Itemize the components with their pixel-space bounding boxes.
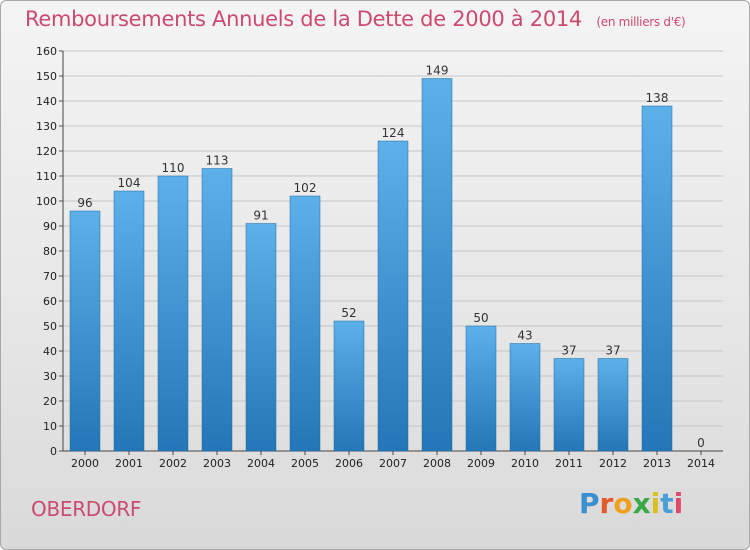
y-tick-label: 120: [36, 145, 57, 158]
data-label-2008: 149: [426, 64, 449, 78]
y-tick-label: 10: [43, 420, 57, 433]
bar-2010[interactable]: [509, 343, 541, 452]
x-tick-label-2014: 2014: [687, 457, 715, 470]
data-label-2010: 43: [517, 329, 532, 343]
x-tick-label-2007: 2007: [379, 457, 407, 470]
logo-letter: o: [613, 487, 633, 520]
data-label-2005: 102: [294, 181, 317, 195]
data-label-2002: 110: [162, 161, 185, 175]
bar-2000[interactable]: [69, 210, 101, 452]
logo-letter: i: [650, 487, 661, 520]
bar-2002[interactable]: [157, 175, 189, 452]
x-tick-label-2002: 2002: [159, 457, 187, 470]
y-tick-label: 0: [50, 445, 57, 458]
x-tick-label-2010: 2010: [511, 457, 539, 470]
bar-2008[interactable]: [421, 78, 453, 452]
bar-2006[interactable]: [333, 320, 365, 452]
commune-name: OBERDORF: [31, 497, 142, 521]
y-tick-label: 70: [43, 270, 57, 283]
chart-title-text: Remboursements Annuels de la Dette de 20…: [25, 7, 582, 31]
y-tick-label: 160: [36, 45, 57, 58]
y-tick-label: 80: [43, 245, 57, 258]
bar-layer: [69, 78, 673, 452]
y-tick-label: 20: [43, 395, 57, 408]
data-label-2011: 37: [561, 344, 576, 358]
logo-letter: t: [660, 487, 674, 520]
data-label-2004: 91: [253, 209, 268, 223]
data-label-2006: 52: [341, 306, 356, 320]
y-tick-label: 110: [36, 170, 57, 183]
x-tick-label-2013: 2013: [643, 457, 671, 470]
logo-letter: r: [599, 487, 614, 520]
bar-2004[interactable]: [245, 223, 277, 452]
logo-letter: i: [673, 487, 684, 520]
data-label-2013: 138: [646, 91, 669, 105]
x-tick-label-2009: 2009: [467, 457, 495, 470]
bar-2001[interactable]: [113, 190, 145, 452]
y-tick-label: 140: [36, 95, 57, 108]
y-tick-label: 150: [36, 70, 57, 83]
x-tick-label-2008: 2008: [423, 457, 451, 470]
x-tick-label-2011: 2011: [555, 457, 583, 470]
data-label-2000: 96: [77, 196, 92, 210]
data-label-2003: 113: [206, 154, 229, 168]
x-tick-label-2000: 2000: [71, 457, 99, 470]
y-tick-label: 100: [36, 195, 57, 208]
y-tick-label: 130: [36, 120, 57, 133]
y-tick-label: 60: [43, 295, 57, 308]
x-tick-label-2001: 2001: [115, 457, 143, 470]
data-label-2001: 104: [118, 176, 141, 190]
y-tick-label: 40: [43, 345, 57, 358]
x-tick-label-2006: 2006: [335, 457, 363, 470]
bar-2007[interactable]: [377, 140, 409, 452]
bar-2005[interactable]: [289, 195, 321, 452]
y-tick-label: 50: [43, 320, 57, 333]
bar-2013[interactable]: [641, 105, 673, 452]
bar-2011[interactable]: [553, 358, 585, 452]
x-tick-label-2005: 2005: [291, 457, 319, 470]
bar-2009[interactable]: [465, 325, 497, 452]
chart-unit: (en milliers d'€): [596, 15, 686, 29]
data-label-2014: 0: [697, 436, 705, 450]
x-tick-label-2004: 2004: [247, 457, 275, 470]
data-label-2007: 124: [382, 126, 405, 140]
logo-letter: x: [632, 487, 651, 520]
proxiti-logo[interactable]: Proxiti: [579, 487, 683, 520]
data-label-2009: 50: [473, 311, 488, 325]
x-tick-label-2012: 2012: [599, 457, 627, 470]
data-label-2012: 37: [605, 344, 620, 358]
label-layer: 96 2000 104 2001 110 2002 113 2003 91 2004 102 2005…: [71, 64, 715, 471]
logo-letter: P: [579, 487, 600, 520]
x-tick-label-2003: 2003: [203, 457, 231, 470]
chart-title: Remboursements Annuels de la Dette de 20…: [25, 7, 686, 31]
bar-2012[interactable]: [597, 358, 629, 452]
y-tick-label: 90: [43, 220, 57, 233]
bar-2003[interactable]: [201, 168, 233, 452]
y-tick-label: 30: [43, 370, 57, 383]
